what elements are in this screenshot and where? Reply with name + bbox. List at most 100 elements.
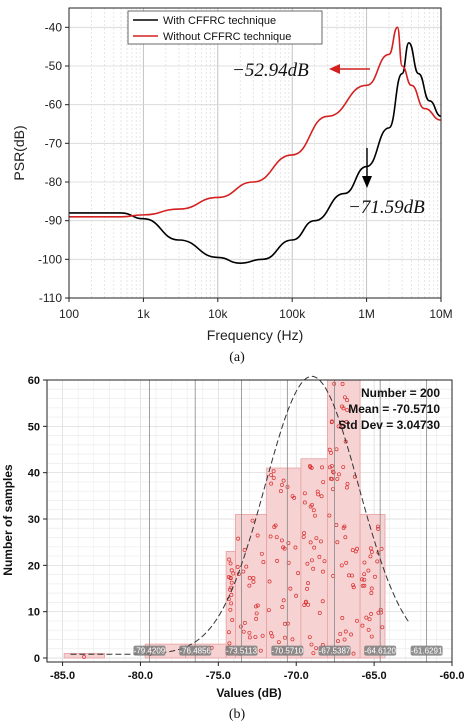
sample-marker xyxy=(306,581,311,586)
sample-marker xyxy=(360,583,365,588)
sample-marker xyxy=(231,571,236,576)
sample-marker xyxy=(247,575,252,580)
sample-marker xyxy=(267,579,272,584)
sample-marker xyxy=(290,494,295,499)
sample-marker xyxy=(319,494,324,499)
sample-marker xyxy=(335,540,340,545)
sample-marker xyxy=(285,621,290,626)
sample-marker xyxy=(344,485,349,490)
annotation-without-value: −52.94dB xyxy=(232,60,309,81)
psr-y-axis-title: PSR(dB) xyxy=(11,125,27,180)
sample-marker xyxy=(293,545,298,550)
sample-marker xyxy=(229,568,234,573)
sample-marker xyxy=(351,583,356,588)
sample-marker xyxy=(308,504,313,509)
sample-marker xyxy=(236,536,241,541)
legend-label-with: With CFFRC technique xyxy=(163,15,276,27)
sample-marker xyxy=(244,564,249,569)
histogram-ticks: -85.0 -80.0 -75.0 -70.0 -65.0 -60.0 0 10 20 30 40 5… xyxy=(28,375,465,682)
psr-plot-frame xyxy=(68,7,442,299)
sample-marker xyxy=(228,561,233,566)
sample-marker xyxy=(306,602,311,607)
histogram-bars xyxy=(63,379,386,659)
sample-marker xyxy=(369,586,374,591)
sample-marker xyxy=(339,563,344,568)
sample-marker xyxy=(230,618,235,623)
psr-y-tick-label: -70 xyxy=(45,136,63,150)
sample-marker xyxy=(321,480,326,484)
annotation-with-value: −71.59dB xyxy=(348,197,425,218)
sample-marker xyxy=(269,481,274,486)
sample-marker xyxy=(335,476,340,481)
marker-label-box xyxy=(410,645,443,656)
sample-marker xyxy=(235,564,240,569)
histogram-bar xyxy=(359,513,386,659)
sample-marker xyxy=(330,476,334,481)
sample-marker xyxy=(329,450,333,455)
psr-x-tick-label: 100k xyxy=(279,307,306,321)
marker-label-box xyxy=(179,645,212,656)
histogram-y-tick-label: 20 xyxy=(28,560,40,572)
psr-y-tick-label: -100 xyxy=(38,252,62,266)
sample-marker xyxy=(274,535,279,540)
sample-marker xyxy=(247,630,252,635)
sample-marker xyxy=(347,573,351,578)
psr-x-tick-label: 10k xyxy=(208,307,228,321)
psr-y-tick-label: -50 xyxy=(45,59,63,73)
stat-std-dev: Std Dev = 3.04730 xyxy=(338,418,440,432)
sample-marker xyxy=(336,424,341,429)
sample-marker xyxy=(369,591,374,595)
psr-x-tick-label: 10M xyxy=(429,307,452,321)
marker-label-text: -67.5387 xyxy=(319,647,351,656)
sample-marker xyxy=(368,546,373,551)
sample-marker xyxy=(341,525,346,530)
sample-marker xyxy=(343,535,348,540)
sample-marker xyxy=(340,616,345,620)
histogram-x-tick-label: -65.0 xyxy=(362,670,387,682)
psr-x-tick-label: 100 xyxy=(59,307,79,321)
histogram-x-tick-label: -85.0 xyxy=(50,670,75,682)
histogram-y-tick-label: 10 xyxy=(28,607,40,619)
marker-label-text: -64.6120 xyxy=(364,647,396,656)
sample-marker xyxy=(281,598,286,603)
sample-marker xyxy=(327,465,332,470)
psr-annotations: −52.94dB −71.59dB xyxy=(232,60,425,218)
histogram-bar xyxy=(300,458,328,659)
histogram-y-tick-label: 40 xyxy=(28,468,40,480)
sample-marker xyxy=(241,629,246,634)
sample-marker xyxy=(309,642,314,647)
sample-marker xyxy=(242,547,247,552)
sample-marker xyxy=(307,635,312,640)
sample-marker xyxy=(229,601,234,606)
sample-marker xyxy=(369,611,374,616)
sample-marker xyxy=(338,631,343,636)
sample-marker xyxy=(341,465,346,469)
sample-marker xyxy=(366,568,371,573)
psr-series xyxy=(69,26,442,265)
sample-marker xyxy=(349,632,353,637)
sample-marker xyxy=(260,633,265,638)
sample-marker xyxy=(269,472,274,477)
sample-marker xyxy=(302,500,307,505)
sample-marker xyxy=(342,395,347,400)
sample-marker xyxy=(278,489,283,494)
sample-marker xyxy=(301,534,306,539)
sample-marker xyxy=(327,447,332,452)
sample-marker xyxy=(250,518,255,523)
sample-marker xyxy=(373,574,377,579)
sample-marker xyxy=(366,627,371,632)
sample-marker xyxy=(367,617,372,622)
sample-marker xyxy=(227,557,232,562)
sample-marker xyxy=(275,558,280,563)
psr-y-tick-label: -90 xyxy=(45,214,63,228)
caption-a: (a) xyxy=(229,350,245,365)
sample-marker xyxy=(318,539,323,544)
sample-marker xyxy=(351,585,356,590)
sample-marker xyxy=(266,608,271,613)
sample-marker xyxy=(228,607,233,612)
histogram-x-tick-label: -60.0 xyxy=(439,670,464,682)
psr-line-without-cffrc xyxy=(69,26,442,218)
psr-y-tick-label: -60 xyxy=(45,98,63,112)
sample-marker xyxy=(311,508,316,513)
psr-x-axis-title: Frequency (Hz) xyxy=(207,327,303,343)
